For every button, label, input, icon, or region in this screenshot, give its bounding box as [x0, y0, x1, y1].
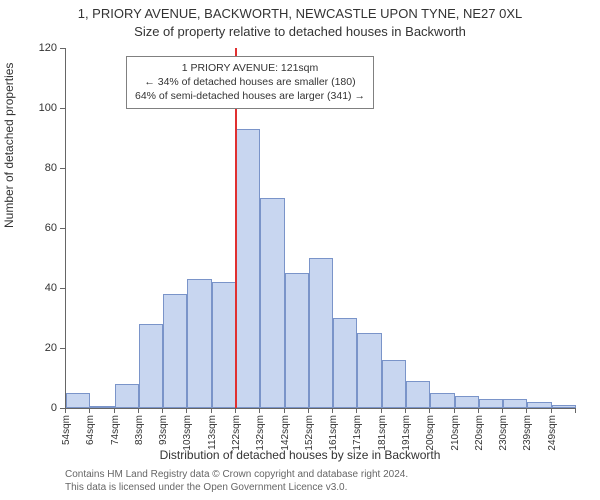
x-tick-label: 113sqm [207, 415, 218, 450]
histogram-bar [527, 402, 551, 408]
x-tick-label: 152sqm [304, 415, 315, 451]
histogram-bar [212, 282, 236, 408]
x-tick-label: 93sqm [158, 415, 169, 445]
x-tick-mark [356, 408, 357, 413]
x-tick-mark [65, 408, 66, 413]
histogram-bar [236, 129, 260, 408]
x-tick-mark [284, 408, 285, 413]
x-tick-label: 230sqm [498, 415, 509, 451]
x-tick-label: 249sqm [547, 415, 558, 451]
y-tick-label: 20 [0, 342, 65, 354]
x-tick-mark [551, 408, 552, 413]
x-tick-label: 171sqm [352, 415, 363, 451]
x-tick-mark [308, 408, 309, 413]
histogram-bar [333, 318, 357, 408]
page-title-line2: Size of property relative to detached ho… [0, 24, 600, 39]
y-axis-label: Number of detached properties [2, 63, 16, 228]
histogram-bar [66, 393, 90, 408]
x-tick-mark [332, 408, 333, 413]
x-tick-label: 239sqm [522, 415, 533, 451]
footer-line2: This data is licensed under the Open Gov… [65, 481, 575, 494]
x-tick-mark [381, 408, 382, 413]
x-tick-label: 83sqm [134, 415, 145, 445]
histogram-bar [552, 405, 576, 408]
annotation-line2: ← 34% of detached houses are smaller (18… [135, 75, 365, 89]
x-tick-mark [211, 408, 212, 413]
histogram-bar [503, 399, 527, 408]
page-title-line1: 1, PRIORY AVENUE, BACKWORTH, NEWCASTLE U… [0, 6, 600, 21]
x-tick-mark [259, 408, 260, 413]
histogram-bar [406, 381, 430, 408]
histogram-bar [187, 279, 211, 408]
histogram-bar [115, 384, 139, 408]
x-tick-mark [454, 408, 455, 413]
footer-line1: Contains HM Land Registry data © Crown c… [65, 468, 575, 481]
x-tick-label: 132sqm [255, 415, 266, 451]
x-tick-label: 122sqm [231, 415, 242, 451]
x-tick-mark [114, 408, 115, 413]
y-tick-label: 40 [0, 282, 65, 294]
histogram-bar [479, 399, 503, 408]
x-tick-mark [186, 408, 187, 413]
x-tick-mark [526, 408, 527, 413]
histogram-bar [357, 333, 381, 408]
x-tick-mark [478, 408, 479, 413]
x-tick-label: 103sqm [182, 415, 193, 451]
x-tick-label: 161sqm [328, 415, 339, 451]
y-tick-label: 60 [0, 222, 65, 234]
x-axis-label: Distribution of detached houses by size … [0, 448, 600, 462]
x-tick-label: 64sqm [85, 415, 96, 445]
annotation-line3: 64% of semi-detached houses are larger (… [135, 89, 365, 103]
x-tick-label: 191sqm [401, 415, 412, 451]
x-tick-mark [89, 408, 90, 413]
y-tick-label: 80 [0, 162, 65, 174]
histogram-bar [285, 273, 309, 408]
x-tick-mark [138, 408, 139, 413]
footer-attribution: Contains HM Land Registry data © Crown c… [65, 468, 575, 494]
x-tick-label: 200sqm [425, 415, 436, 451]
histogram-bar [260, 198, 284, 408]
x-tick-mark [429, 408, 430, 413]
x-tick-mark [502, 408, 503, 413]
annotation-box: 1 PRIORY AVENUE: 121sqm ← 34% of detache… [126, 56, 374, 109]
histogram-plot-area: 1 PRIORY AVENUE: 121sqm ← 34% of detache… [65, 48, 576, 409]
x-tick-mark [235, 408, 236, 413]
x-tick-label: 220sqm [474, 415, 485, 451]
y-tick-label: 100 [0, 102, 65, 114]
x-tick-mark [162, 408, 163, 413]
histogram-bar [163, 294, 187, 408]
x-tick-label: 181sqm [377, 415, 388, 451]
y-tick-label: 120 [0, 42, 65, 54]
x-tick-label: 74sqm [110, 415, 121, 445]
histogram-bar [139, 324, 163, 408]
x-tick-label: 210sqm [450, 415, 461, 451]
histogram-bar [90, 406, 114, 408]
histogram-bar [455, 396, 479, 408]
histogram-bar [430, 393, 454, 408]
annotation-line1: 1 PRIORY AVENUE: 121sqm [135, 61, 365, 75]
x-tick-label: 54sqm [61, 415, 72, 445]
y-tick-label: 0 [0, 402, 65, 414]
x-tick-label: 142sqm [280, 415, 291, 451]
x-tick-mark [575, 408, 576, 413]
histogram-bar [382, 360, 406, 408]
x-tick-mark [405, 408, 406, 413]
histogram-bar [309, 258, 333, 408]
